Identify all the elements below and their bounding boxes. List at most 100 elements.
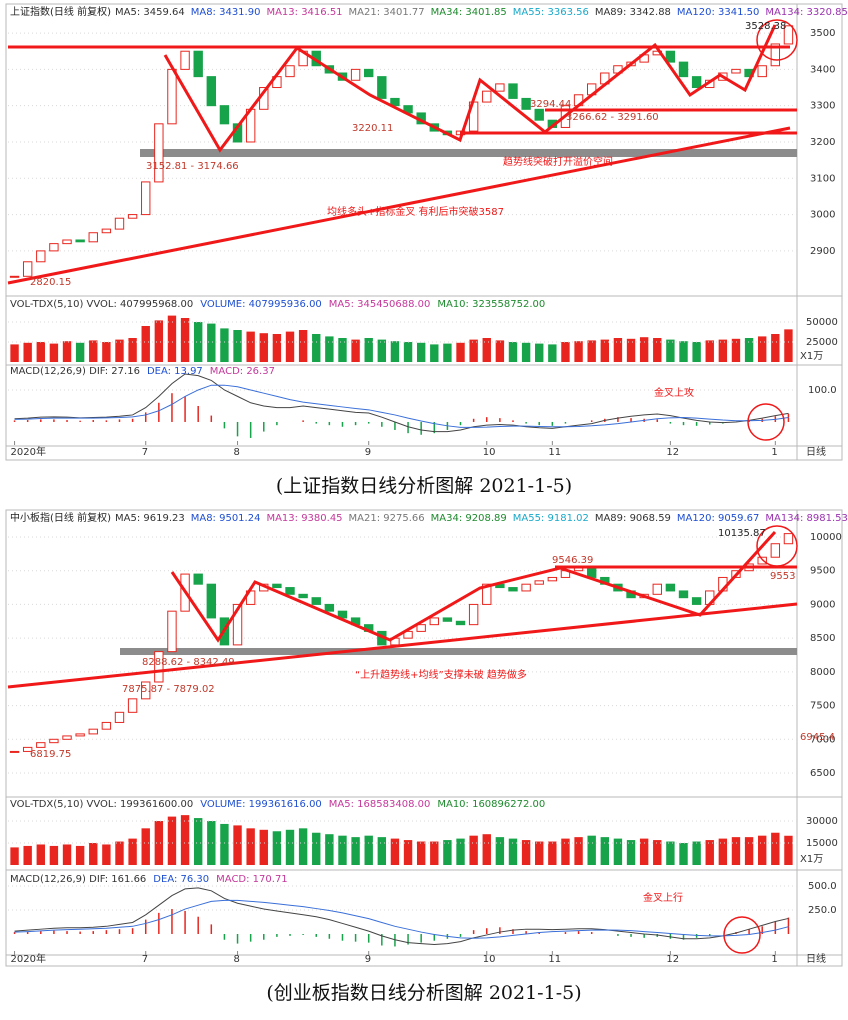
panel-frame — [5, 3, 843, 461]
legend-item: MA5: 345450688.00 — [329, 299, 431, 310]
volume-bar — [744, 338, 754, 362]
volume-bar — [758, 835, 767, 865]
volume-bar — [771, 334, 780, 362]
candle — [62, 735, 72, 740]
y-tick-label: 3400 — [810, 64, 835, 75]
volume-bar — [482, 338, 491, 362]
candle — [114, 711, 125, 723]
legend-item: MA89: 3342.88 — [595, 7, 671, 18]
y-tick-label: 8500 — [810, 633, 835, 644]
x-tick-label: 8 — [234, 954, 240, 965]
candle — [154, 651, 164, 683]
candle — [298, 593, 308, 599]
volume-bar — [535, 841, 544, 865]
volume-unit: X1万 — [800, 854, 823, 865]
candle — [665, 583, 676, 592]
candle — [390, 97, 400, 107]
volume-bar — [246, 828, 255, 865]
callout: “上升趋势线+均线”支撑未破 趋势做多 — [355, 668, 527, 681]
legend-item: MA8: 3431.90 — [191, 7, 261, 18]
volume-bar — [639, 838, 649, 865]
volume-bar — [36, 844, 45, 865]
price-annotation: 9553 — [770, 571, 795, 582]
y-tick-label: 3300 — [810, 101, 835, 112]
volume-bar — [495, 837, 505, 865]
candle — [311, 597, 321, 605]
volume-bar — [443, 840, 452, 865]
volume-bar — [430, 841, 439, 865]
volume-bar — [259, 333, 268, 362]
y-tick-label: 7500 — [810, 701, 835, 712]
legend-item: MA34: 3401.85 — [431, 7, 507, 18]
candle — [232, 603, 243, 646]
volume-bar — [62, 341, 72, 362]
chart-title: 上证指数(日线 前复权) — [10, 5, 111, 18]
candle — [442, 617, 453, 622]
y-tick-label: 8000 — [810, 667, 835, 678]
volume-bar — [718, 838, 728, 865]
candle — [127, 214, 138, 219]
volume-bar — [377, 339, 387, 362]
volume-bar — [220, 328, 229, 362]
x-tick-label: 1 — [771, 954, 777, 965]
volume-bar — [75, 342, 85, 362]
volume-bar — [508, 838, 518, 865]
candle — [482, 90, 492, 103]
legend-item: DEA: 76.30 — [153, 874, 209, 885]
dif-line — [14, 373, 789, 433]
x-tick-label: 11 — [548, 954, 561, 965]
volume-bar — [364, 835, 373, 865]
candle — [770, 543, 781, 558]
price-annotation: 3220.11 — [352, 123, 393, 134]
volume-bar — [154, 820, 164, 865]
volume-bar — [731, 837, 741, 865]
volume-bar — [653, 840, 662, 865]
candle — [508, 83, 518, 99]
volume-bar — [141, 326, 150, 362]
y-tick-label: 30000 — [806, 816, 838, 827]
candle — [167, 68, 177, 125]
volume-bar — [338, 338, 347, 362]
legend-item: MA5: 168583408.00 — [329, 799, 431, 810]
candle — [508, 587, 518, 592]
candle — [337, 610, 348, 619]
volume-bar — [246, 331, 255, 362]
candle — [678, 590, 689, 599]
y-tick-label: 2900 — [810, 246, 835, 257]
candle — [285, 65, 295, 78]
candle — [429, 617, 439, 626]
candle — [167, 610, 177, 653]
caption: (上证指数日线分析图解 2021-1-5) — [276, 475, 572, 497]
period-label: 日线 — [806, 445, 826, 458]
x-tick-label: 7 — [142, 447, 148, 458]
panel-frame — [5, 509, 843, 967]
volume-bar — [233, 330, 242, 362]
candle — [678, 61, 689, 78]
volume-bar — [416, 342, 426, 362]
trend-line — [7, 602, 798, 689]
volume-bar — [390, 838, 400, 865]
candle — [350, 68, 361, 81]
chart-title: 中小板指(日线 前复权) — [10, 511, 111, 524]
candle — [455, 620, 466, 626]
volume-bar — [600, 339, 610, 362]
price-annotation: 6819.75 — [30, 749, 71, 760]
frames — [5, 3, 843, 967]
period-label: 日线 — [806, 952, 826, 965]
callout: 金叉上攻 — [654, 386, 694, 399]
price-annotation: 6945.4 — [800, 732, 835, 743]
candle — [691, 597, 702, 605]
candle — [9, 750, 20, 753]
price-annotation: 8288.62 - 8342.49 — [142, 657, 235, 668]
volume-bar — [521, 342, 531, 362]
price-annotation: 2820.15 — [30, 277, 71, 288]
y-tick-label: 25000 — [806, 337, 838, 348]
legend-item: MA34: 9208.89 — [431, 513, 507, 524]
legend-item: MA134: 8981.53 — [765, 513, 847, 524]
legend-item: DEA: 13.97 — [147, 366, 203, 377]
volume-bar — [587, 835, 596, 865]
volume-bar — [416, 841, 426, 865]
candle — [193, 573, 203, 585]
volume-bar — [521, 840, 531, 865]
volume-bar — [784, 835, 793, 865]
